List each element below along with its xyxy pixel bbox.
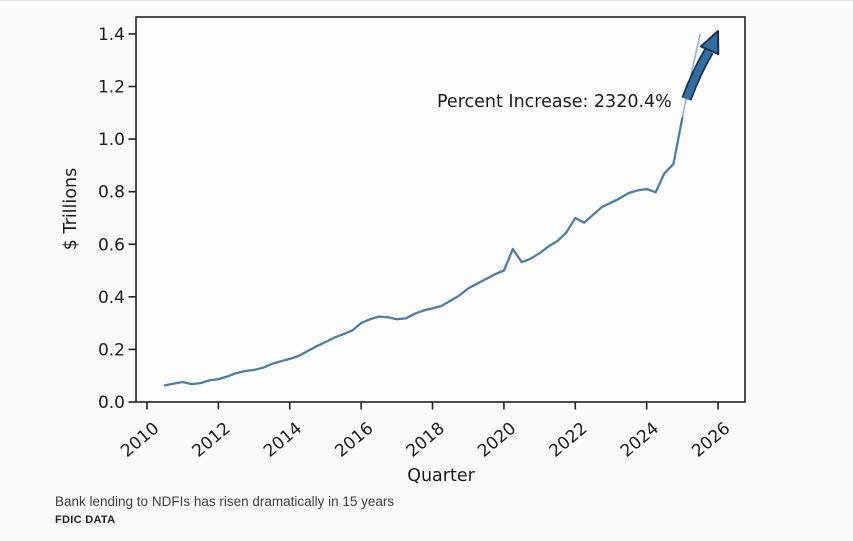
line-chart: 0.00.20.40.60.81.01.21.4 2010 2012 2014 201…	[61, 16, 746, 486]
data-series	[163, 33, 702, 387]
y-tick-label: 1.0	[98, 130, 125, 150]
chart-figure: 0.0 0.2 0.4 0.6 0.8 1.0 1.2 1.4 2010 2012 2014 201…	[0, 1, 853, 491]
series-line-extension	[681, 33, 702, 119]
x-tick-label: 2012	[189, 419, 235, 462]
arrow-shaft	[683, 49, 713, 101]
arrow-head	[699, 30, 720, 56]
y-axis-label: $ Trillions	[61, 168, 81, 250]
x-tick-label: 2010	[117, 419, 163, 462]
y-tick-label: 1.2	[98, 78, 125, 98]
x-tick-label: 2018	[403, 419, 449, 462]
series-line	[163, 116, 684, 387]
chart-caption: Bank lending to NDFIs has risen dramatic…	[55, 493, 795, 526]
percent-increase-annotation: Percent Increase: 2320.4%	[437, 92, 672, 112]
y-tick-label: 0.4	[98, 288, 125, 308]
x-axis-label: Quarter	[407, 466, 475, 486]
y-tick-label: 0.6	[98, 235, 125, 255]
x-tick-label: 2020	[474, 419, 520, 462]
trend-arrow-icon	[681, 30, 720, 101]
caption-title: Bank lending to NDFIs has risen dramatic…	[55, 494, 395, 509]
x-axis-ticks: 2010 2012 2014 2016 2018 2020 2022 2024 2026	[117, 402, 734, 462]
y-axis-ticks: 0.0 0.2 0.4 0.6 0.8 1.0 1.2 1.4	[98, 25, 136, 413]
caption-source: FDIC DATA	[55, 513, 116, 526]
y-tick-label: 0.8	[98, 183, 125, 203]
x-tick-label: 2016	[331, 419, 377, 462]
x-tick-label: 2014	[260, 419, 306, 462]
y-tick-label: 0.2	[98, 340, 125, 360]
plot-area-spines	[135, 16, 746, 403]
y-tick-label: 1.4	[98, 25, 125, 45]
x-tick-label: 2024	[617, 419, 663, 462]
x-tick-label: 2022	[545, 419, 591, 462]
x-tick-label: 2026	[688, 419, 734, 462]
y-tick-label: 0.0	[98, 393, 125, 413]
